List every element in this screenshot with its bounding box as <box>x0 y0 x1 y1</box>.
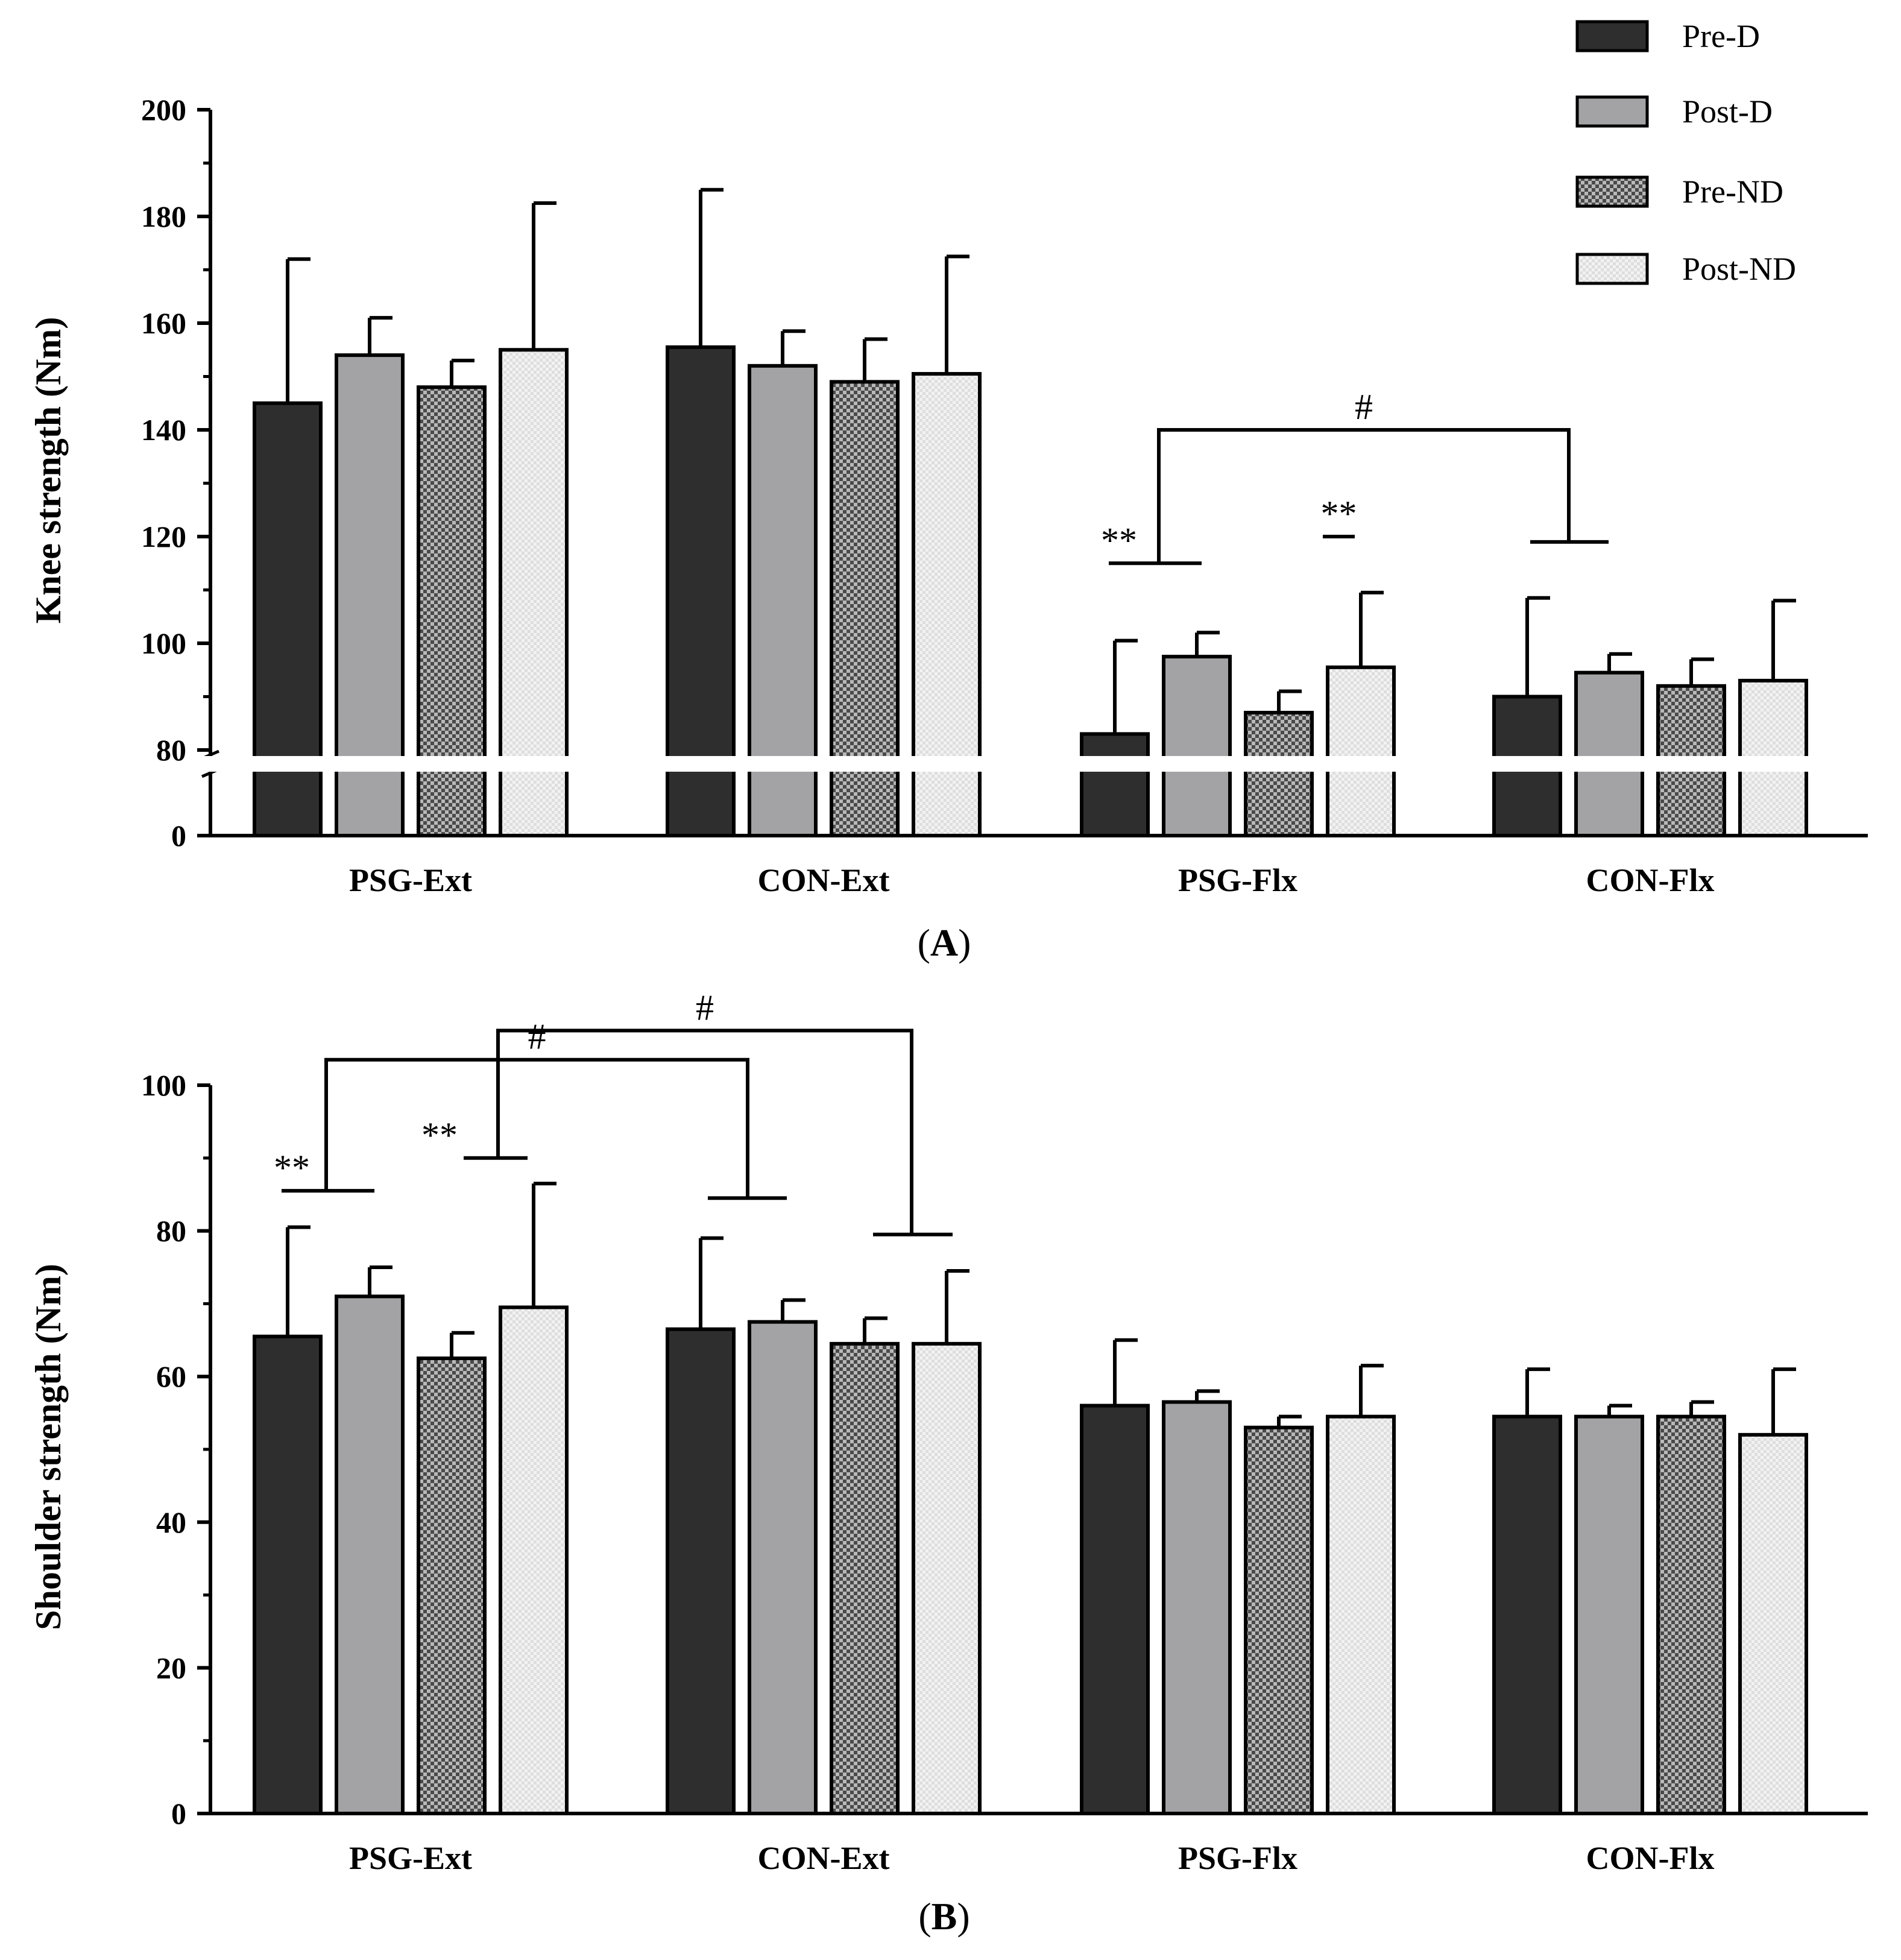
bar-post_nd-0 <box>499 348 569 837</box>
category-label-1: CON-Ext <box>758 862 890 898</box>
panel-label: (B) <box>918 1895 969 1938</box>
category-label-1: CON-Ext <box>758 1840 890 1876</box>
panel-b-shoulder-chart: 0 20 40 60 80 100 PSG-Ext CON-Ext PSG-Flx CON-Flx… <box>28 988 1868 1938</box>
bar-pre_d-2 <box>1080 732 1150 837</box>
bar-post_nd-1 <box>912 1341 982 1816</box>
bar-post_d-2 <box>1162 655 1232 837</box>
legend-label-pre_d: Pre-D <box>1682 18 1760 54</box>
y-tick-label-80: 80 <box>156 1214 186 1248</box>
axis-break-band <box>192 756 1868 772</box>
y-tick-label-100: 100 <box>141 626 186 660</box>
legend-swatch-pre_nd <box>1575 175 1649 208</box>
legend-label-pre_nd: Pre-ND <box>1682 174 1783 210</box>
significance-label-1: ** <box>421 1115 458 1155</box>
y-tick-label-120: 120 <box>141 520 186 553</box>
legend-label-post_d: Post-D <box>1682 93 1773 130</box>
significance-label-1: ** <box>1321 494 1357 534</box>
legend-swatch-post_nd <box>1575 253 1649 285</box>
legend-label-post_nd: Post-ND <box>1682 251 1796 287</box>
y-tick-label-200: 200 <box>141 93 186 127</box>
group-bracket-0 <box>1157 428 1571 564</box>
y-tick-label-160: 160 <box>141 306 186 340</box>
bar-pre_d-1 <box>666 1327 736 1815</box>
bar-post_d-0 <box>335 1294 405 1816</box>
legend-swatch-post_d <box>1575 95 1649 128</box>
legend: Pre-D Post-D Pre-ND Post-ND <box>1575 18 1796 287</box>
significance-label-0: ** <box>1101 520 1137 560</box>
panel-label: (A) <box>918 921 971 964</box>
bar-post_d-3 <box>1574 1414 1644 1815</box>
y-tick-label-60: 60 <box>156 1360 186 1393</box>
y-axis-label: Knee strength (Nm) <box>28 317 68 624</box>
bar-post_d-3 <box>1574 670 1644 838</box>
bar-pre_nd-1 <box>830 1341 900 1816</box>
category-label-0: PSG-Ext <box>349 862 472 898</box>
panel-a-knee-chart: 0 80 100 120 140 160 180 200 PSG-Ext CON-Ext PSG-F… <box>28 93 1868 964</box>
y-tick-label-100: 100 <box>141 1068 186 1102</box>
y-tick-label-20: 20 <box>156 1651 186 1684</box>
y-tick-label-0: 0 <box>171 1797 186 1830</box>
legend-swatch-pre_d <box>1575 20 1649 52</box>
group-bracket-label-1: # <box>696 988 714 1027</box>
bar-pre_d-1 <box>666 345 736 837</box>
bar-pre_nd-2 <box>1244 1425 1314 1815</box>
y-tick-label-40: 40 <box>156 1505 186 1539</box>
y-tick-label-80: 80 <box>156 733 186 767</box>
y-tick-label-0: 0 <box>171 819 186 852</box>
bar-post_nd-0 <box>499 1305 569 1815</box>
bar-pre_nd-0 <box>417 1357 487 1815</box>
bar-post_nd-3 <box>1738 1432 1808 1816</box>
bar-post_d-1 <box>748 1320 818 1816</box>
y-axis-label: Shoulder strength (Nm) <box>28 1264 68 1630</box>
group-bracket-1 <box>496 1029 913 1235</box>
bar-pre_nd-3 <box>1656 1414 1726 1815</box>
bar-post_nd-2 <box>1326 1414 1396 1815</box>
group-bracket-label-0: # <box>1355 387 1373 427</box>
bar-pre_d-0 <box>253 1334 323 1815</box>
bar-pre_d-2 <box>1080 1404 1150 1815</box>
y-tick-label-140: 140 <box>141 413 186 447</box>
category-label-3: CON-Flx <box>1586 1840 1715 1876</box>
bar-post_d-2 <box>1162 1400 1232 1815</box>
bar-post_nd-2 <box>1326 665 1396 837</box>
bar-pre_nd-2 <box>1244 711 1314 838</box>
group-bracket-label-0: # <box>528 1017 546 1057</box>
significance-label-0: ** <box>274 1148 310 1188</box>
group-bracket-0 <box>324 1057 749 1199</box>
category-label-3: CON-Flx <box>1586 862 1715 898</box>
category-label-2: PSG-Flx <box>1178 862 1297 898</box>
bar-pre_d-3 <box>1492 1414 1562 1815</box>
y-tick-label-180: 180 <box>141 200 186 233</box>
category-label-0: PSG-Ext <box>349 1840 472 1876</box>
category-label-2: PSG-Flx <box>1178 1840 1297 1876</box>
bar-post_d-0 <box>335 353 405 837</box>
